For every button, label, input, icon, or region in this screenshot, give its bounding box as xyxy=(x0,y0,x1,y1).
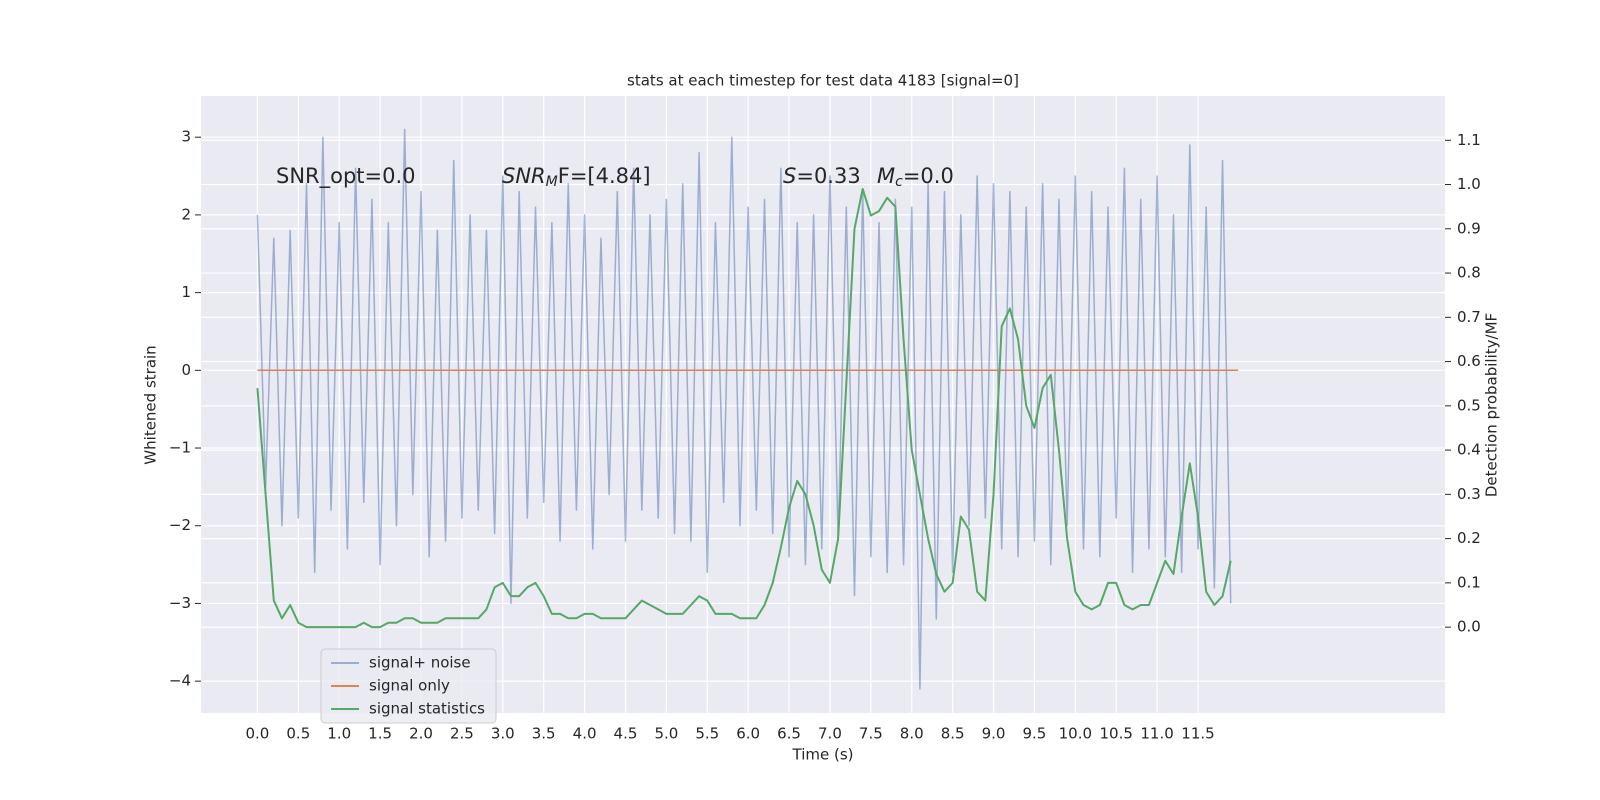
x-tick-label: 7.5 xyxy=(859,725,883,743)
x-tick-label: 10.0 xyxy=(1059,725,1092,743)
y-tick-label: 3 xyxy=(181,128,191,146)
y2-tick-label: 0.2 xyxy=(1457,529,1481,547)
annotation-part: S xyxy=(783,164,796,188)
x-tick-label: 11.0 xyxy=(1140,725,1173,743)
annotation: SNRMF=[4.84] xyxy=(502,164,651,190)
x-tick-label: 5.0 xyxy=(654,725,678,743)
x-tick-label: 8.5 xyxy=(941,725,965,743)
plot-background xyxy=(201,96,1445,713)
legend-label: signal statistics xyxy=(369,700,485,718)
x-tick-label: 1.0 xyxy=(327,725,351,743)
y2-tick-label: 0.9 xyxy=(1457,219,1481,237)
x-axis-label: Time (s) xyxy=(792,746,854,764)
annotation: Mc=0.0 xyxy=(877,164,954,190)
annotation: SNR_opt=0.0 xyxy=(276,164,416,189)
x-tick-label: 0.0 xyxy=(246,725,270,743)
x-tick-label: 10.5 xyxy=(1100,725,1133,743)
chart-title: stats at each timestep for test data 418… xyxy=(627,72,1019,90)
series-line xyxy=(256,187,1232,629)
x-tick-label: 11.5 xyxy=(1181,725,1214,743)
x-tick-label: 6.5 xyxy=(777,725,801,743)
legend-label: signal+ noise xyxy=(369,654,471,672)
y-axis-label: Whitened strain xyxy=(142,345,160,464)
annotation-part: SNR xyxy=(502,164,546,188)
y-tick-label: −3 xyxy=(169,594,191,612)
annotation: S=0.33 xyxy=(783,164,861,188)
x-tick-label: 9.0 xyxy=(982,725,1006,743)
annotation-part: c xyxy=(895,174,903,190)
legend-box xyxy=(320,648,497,724)
y-tick-label: 0 xyxy=(181,361,191,379)
x-tick-label: 7.0 xyxy=(818,725,842,743)
legend-label: signal only xyxy=(369,677,450,695)
x-tick-label: 1.5 xyxy=(368,725,392,743)
x-tick-label: 0.5 xyxy=(286,725,310,743)
x-tick-label: 9.5 xyxy=(1022,725,1046,743)
annotation-part: =0.33 xyxy=(796,164,860,188)
x-tick-label: 5.5 xyxy=(695,725,719,743)
legend: signal+ noise signal only signal statistic… xyxy=(320,648,497,724)
y2-tick-label: 1.0 xyxy=(1457,175,1481,193)
x-tick-label: 4.5 xyxy=(614,725,638,743)
x-tick-label: 2.5 xyxy=(450,725,474,743)
y2-tick-label: 0.1 xyxy=(1457,573,1481,591)
x-tick-label: 3.0 xyxy=(491,725,515,743)
y2-axis-label: Detection probability/MF xyxy=(1483,313,1501,497)
y2-tick-label: 0.4 xyxy=(1457,441,1481,459)
y2-tick-label: 0.0 xyxy=(1457,618,1481,636)
annotation-part: =0.0 xyxy=(903,164,954,188)
annotation-part: SNR_opt=0.0 xyxy=(276,164,416,189)
y-tick-label: −2 xyxy=(169,516,191,534)
y2-tick-label: 0.5 xyxy=(1457,396,1481,414)
y2-tick-label: 0.7 xyxy=(1457,308,1481,326)
series-line xyxy=(256,128,1232,690)
x-tick-label: 2.0 xyxy=(409,725,433,743)
y2-tick-label: 1.1 xyxy=(1457,131,1481,149)
annotation-part: M xyxy=(546,174,558,190)
x-tick-label: 3.5 xyxy=(532,725,556,743)
y2-tick-label: 0.8 xyxy=(1457,264,1481,282)
annotation-part: F=[4.84] xyxy=(558,164,651,188)
y-tick-label: 1 xyxy=(181,283,191,301)
y-tick-label: 2 xyxy=(181,205,191,223)
y-tick-label: −4 xyxy=(169,672,191,690)
y2-tick-label: 0.6 xyxy=(1457,352,1481,370)
x-tick-label: 8.0 xyxy=(900,725,924,743)
x-tick-label: 6.0 xyxy=(736,725,760,743)
x-tick-label: 4.0 xyxy=(573,725,597,743)
annotation-part: M xyxy=(877,164,895,188)
y-tick-label: −1 xyxy=(169,439,191,457)
y2-tick-label: 0.3 xyxy=(1457,485,1481,503)
